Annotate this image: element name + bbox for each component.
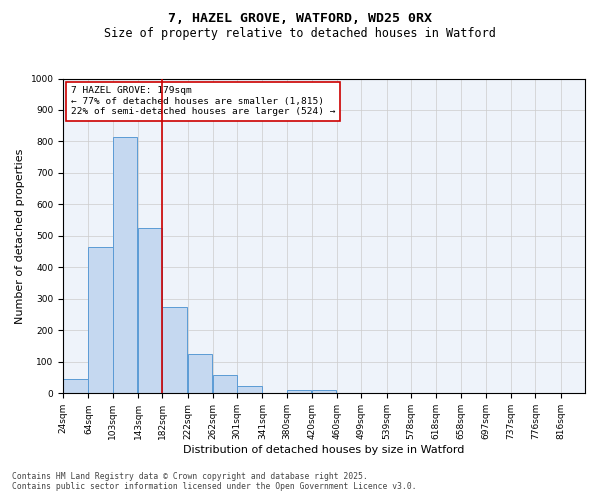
- Bar: [237, 386, 262, 394]
- Y-axis label: Number of detached properties: Number of detached properties: [15, 148, 25, 324]
- Bar: [138, 228, 163, 394]
- Text: Contains public sector information licensed under the Open Government Licence v3: Contains public sector information licen…: [12, 482, 416, 491]
- Bar: [163, 307, 187, 394]
- Bar: [188, 354, 212, 394]
- Bar: [312, 390, 337, 394]
- X-axis label: Distribution of detached houses by size in Watford: Distribution of detached houses by size …: [184, 445, 465, 455]
- Bar: [213, 376, 237, 394]
- Text: 7, HAZEL GROVE, WATFORD, WD25 0RX: 7, HAZEL GROVE, WATFORD, WD25 0RX: [168, 12, 432, 26]
- Bar: [287, 390, 311, 394]
- Text: Size of property relative to detached houses in Watford: Size of property relative to detached ho…: [104, 28, 496, 40]
- Bar: [88, 247, 113, 394]
- Text: 7 HAZEL GROVE: 179sqm
← 77% of detached houses are smaller (1,815)
22% of semi-d: 7 HAZEL GROVE: 179sqm ← 77% of detached …: [71, 86, 335, 116]
- Text: Contains HM Land Registry data © Crown copyright and database right 2025.: Contains HM Land Registry data © Crown c…: [12, 472, 368, 481]
- Bar: [262, 392, 287, 394]
- Bar: [113, 136, 137, 394]
- Bar: [63, 379, 88, 394]
